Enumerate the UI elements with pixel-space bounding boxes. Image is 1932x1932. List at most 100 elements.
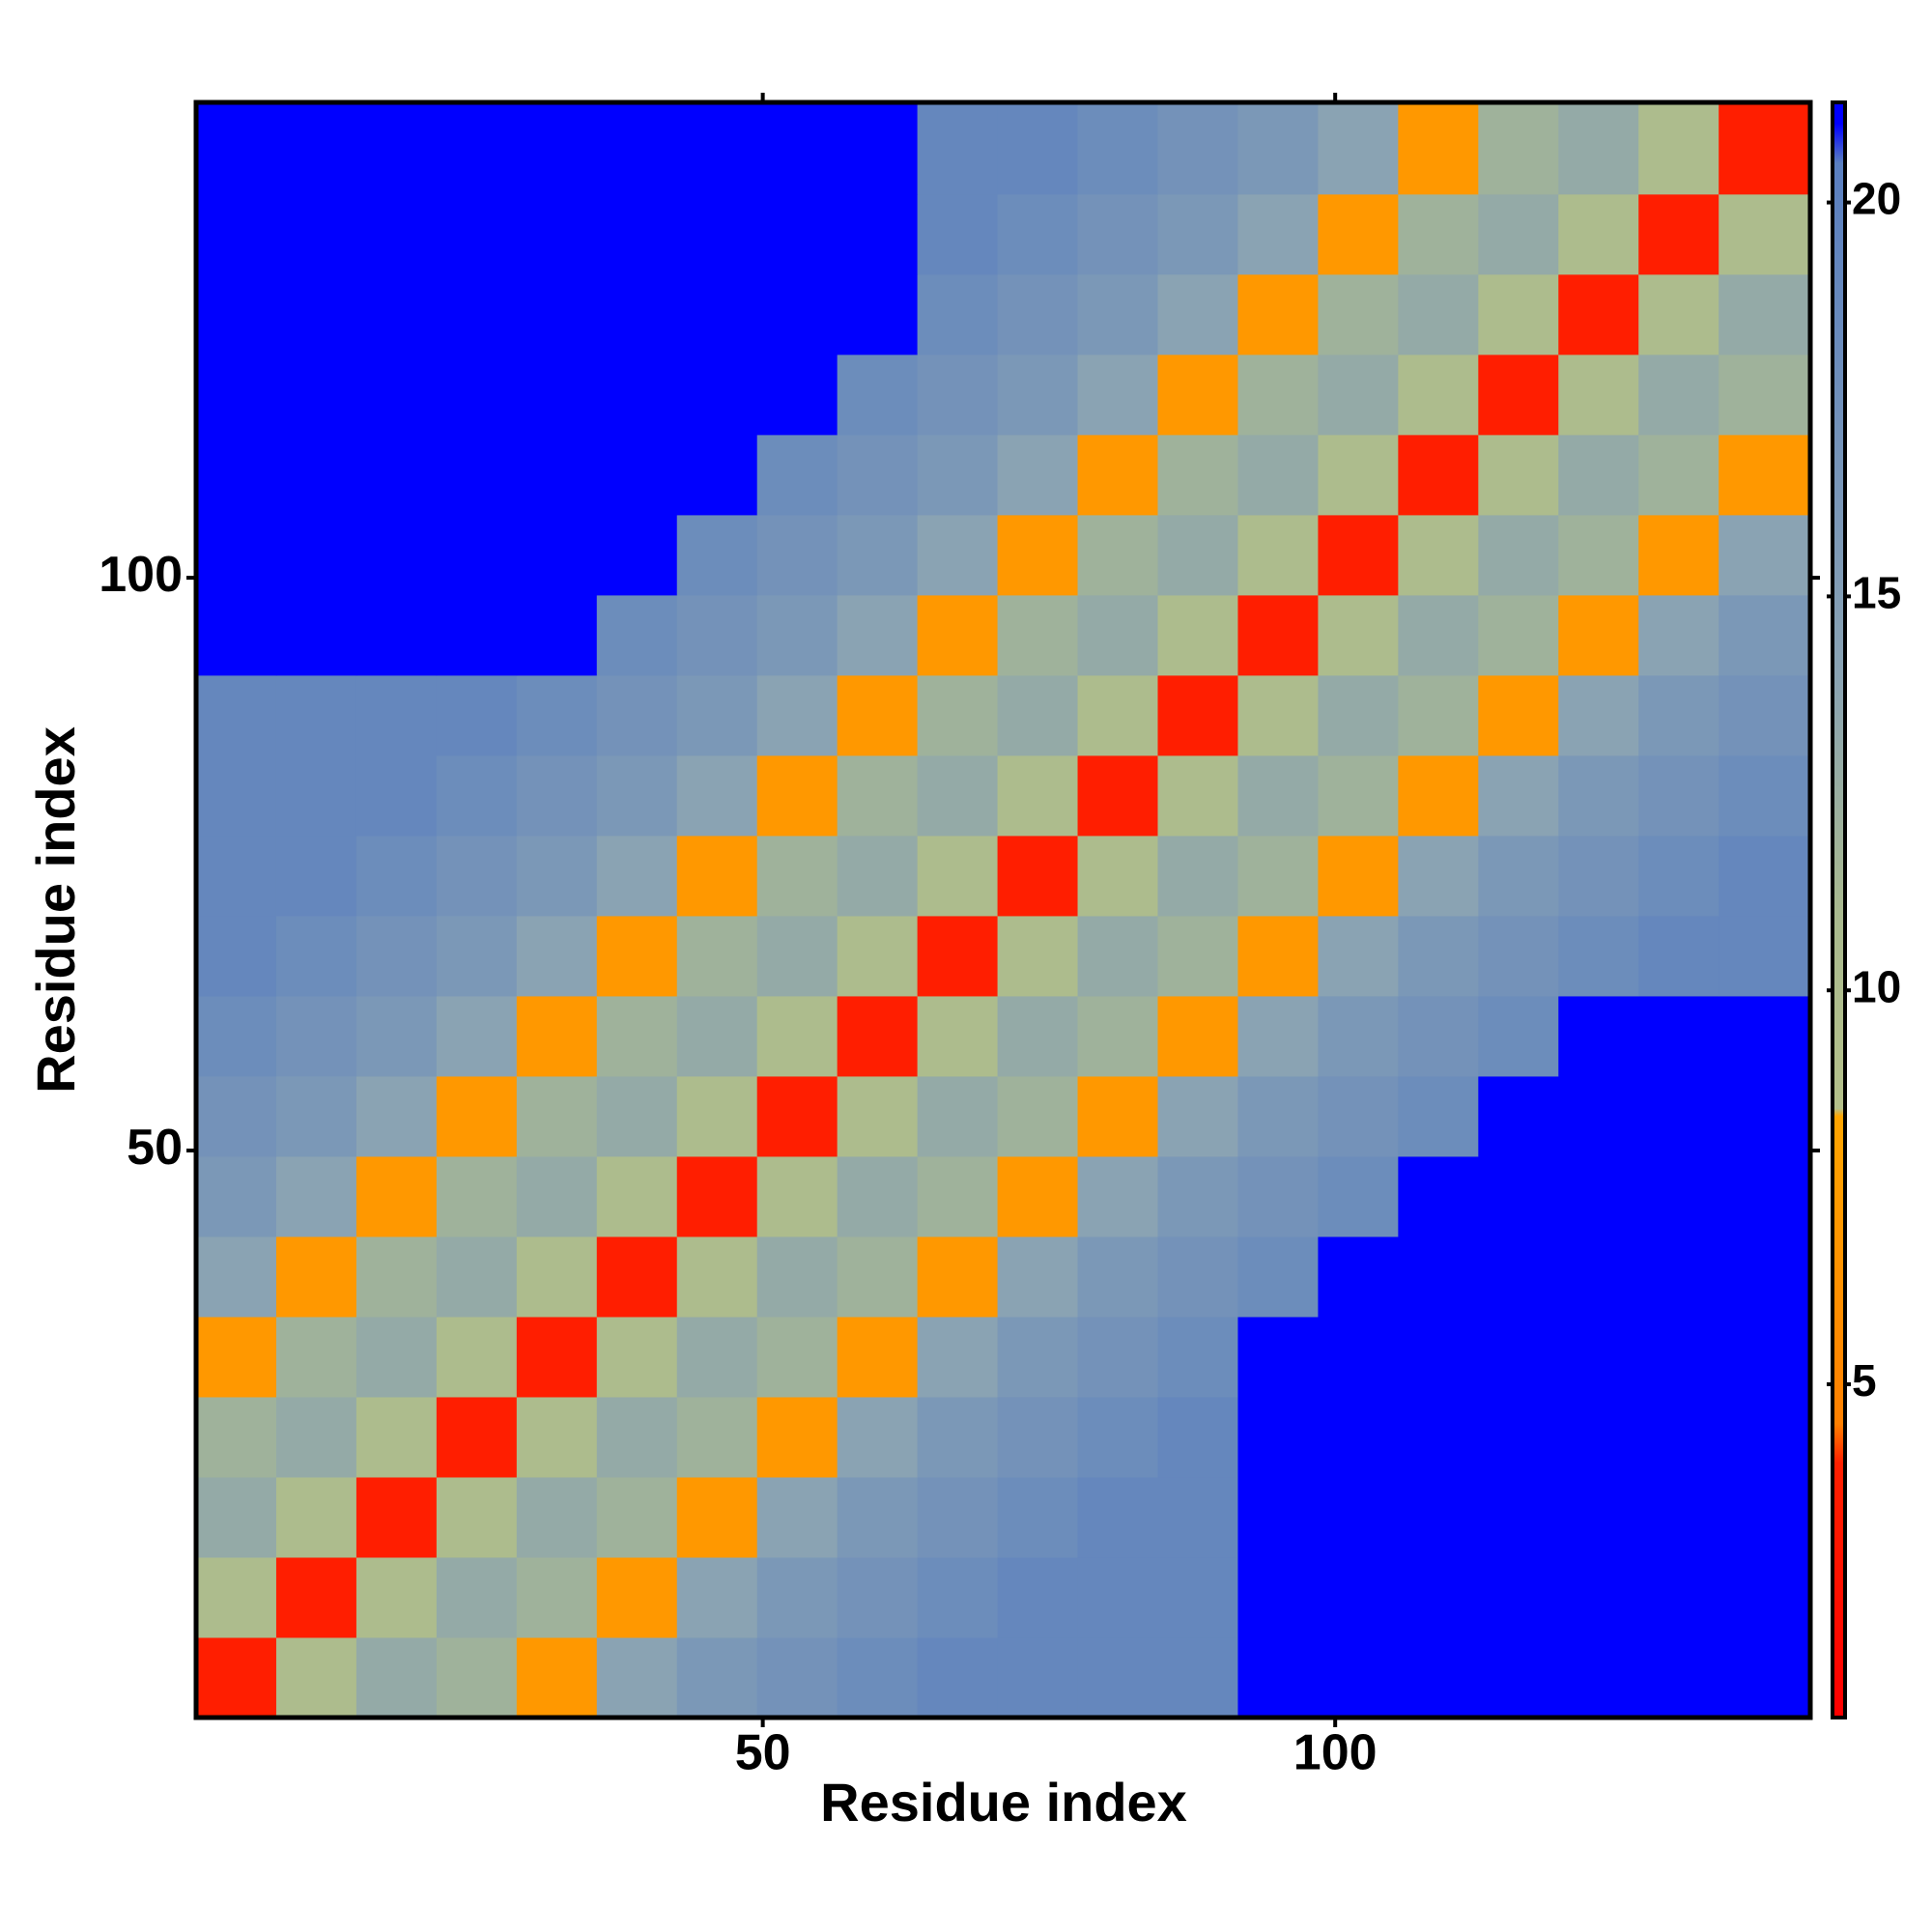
heatmap-cell (917, 1155, 999, 1237)
heatmap-cell (275, 1396, 357, 1478)
heatmap-cell (837, 915, 919, 997)
heatmap-cell (516, 835, 598, 917)
heatmap-cell (1558, 514, 1639, 596)
heatmap-cell (1719, 1075, 1811, 1157)
heatmap-cell (1237, 1556, 1319, 1638)
heatmap-cell (676, 1396, 758, 1478)
heatmap-cell (997, 514, 1079, 596)
heatmap-cell (275, 674, 357, 756)
heatmap-cell (196, 102, 277, 195)
heatmap-cell (837, 1396, 919, 1478)
heatmap-cell (756, 674, 838, 756)
heatmap-cell (596, 434, 678, 516)
heatmap-cell (1318, 1636, 1399, 1719)
plot-frame (193, 99, 1813, 1720)
heatmap-cell (516, 193, 598, 275)
heatmap-cell (837, 1316, 919, 1398)
heatmap-cell (596, 1075, 678, 1157)
heatmap-cell (1719, 1236, 1811, 1318)
heatmap-cell (1077, 273, 1158, 355)
heatmap-cell (997, 1396, 1079, 1478)
heatmap-cell (1077, 1316, 1158, 1398)
heatmap-cell (756, 102, 838, 195)
heatmap-cell (436, 835, 518, 917)
heatmap-cell (196, 915, 277, 997)
heatmap-cell (1398, 754, 1479, 837)
colorbar-tick-label: 5 (1852, 1355, 1877, 1406)
heatmap-cell (436, 434, 518, 516)
heatmap-cell (196, 995, 277, 1077)
heatmap-cell (1318, 1236, 1399, 1318)
heatmap-cell (837, 674, 919, 756)
heatmap-cell (516, 1075, 598, 1157)
heatmap-cell (1318, 514, 1399, 596)
heatmap-cell (756, 1236, 838, 1318)
heatmap-cell (997, 1316, 1079, 1398)
heatmap-cell (596, 102, 678, 195)
heatmap-cell (1398, 1476, 1479, 1558)
heatmap-cell (1478, 1155, 1559, 1237)
heatmap-cell (596, 594, 678, 676)
heatmap-cell (355, 754, 438, 837)
heatmap-cell (1077, 1075, 1158, 1157)
heatmap-cell (1558, 273, 1639, 355)
heatmap-cell (596, 835, 678, 917)
heatmap-cell (756, 273, 838, 355)
heatmap-cell (1318, 995, 1399, 1077)
heatmap-cell (1157, 754, 1238, 837)
heatmap-cell (1719, 102, 1811, 195)
heatmap-cell (837, 1075, 919, 1157)
heatmap-cell (436, 1476, 518, 1558)
heatmap-cell (1318, 1556, 1399, 1638)
heatmap-cell (1398, 193, 1479, 275)
heatmap-cell (756, 1636, 838, 1719)
heatmap-cell (1719, 594, 1811, 676)
heatmap-cell (756, 514, 838, 596)
heatmap-cell (355, 354, 438, 436)
heatmap-cell (355, 193, 438, 275)
heatmap-cell (1558, 1476, 1639, 1558)
heatmap-cell (1398, 273, 1479, 355)
heatmap-cell (676, 835, 758, 917)
heatmap-cell (756, 1476, 838, 1558)
heatmap-cell (1157, 995, 1238, 1077)
heatmap-cell (1478, 102, 1559, 195)
heatmap-cells (196, 102, 1811, 1719)
heatmap-cell (436, 995, 518, 1077)
heatmap-cell (596, 354, 678, 436)
heatmap-cell (1719, 354, 1811, 436)
heatmap-cell (275, 354, 357, 436)
heatmap-cell (1719, 1476, 1811, 1558)
heatmap-cell (917, 995, 999, 1077)
heatmap-cell (275, 1476, 357, 1558)
heatmap-cell (596, 1155, 678, 1237)
heatmap-cell (997, 1075, 1079, 1157)
heatmap-cell (196, 273, 277, 355)
heatmap-cell (1478, 1556, 1559, 1638)
heatmap-cell (1077, 1636, 1158, 1719)
heatmap-cell (1719, 434, 1811, 516)
heatmap-cell (1318, 193, 1399, 275)
heatmap-cell (596, 1636, 678, 1719)
heatmap-cell (756, 354, 838, 436)
heatmap-cell (1157, 1556, 1238, 1638)
heatmap-cell (516, 674, 598, 756)
heatmap-cell (1638, 102, 1719, 195)
heatmap-cell (1077, 102, 1158, 195)
heatmap-cell (196, 354, 277, 436)
heatmap-cell (676, 102, 758, 195)
heatmap-cell (1398, 514, 1479, 596)
heatmap-cell (1638, 674, 1719, 756)
heatmap-cell (436, 193, 518, 275)
heatmap-cell (436, 102, 518, 195)
heatmap-cell (1558, 193, 1639, 275)
heatmap-cell (1237, 594, 1319, 676)
heatmap-cell (1638, 594, 1719, 676)
heatmap-cell (275, 1556, 357, 1638)
heatmap-cell (275, 1155, 357, 1237)
heatmap-cell (275, 102, 357, 195)
colorbar (1831, 100, 1847, 1719)
heatmap-cell (1558, 754, 1639, 837)
heatmap-cell (1638, 1075, 1719, 1157)
heatmap-cell (516, 754, 598, 837)
